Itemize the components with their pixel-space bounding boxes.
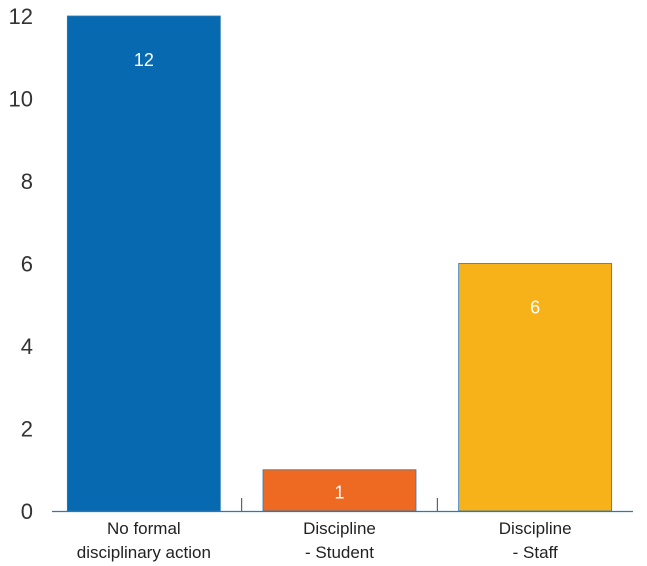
y-tick-label: 2 bbox=[21, 417, 33, 442]
bar bbox=[262, 469, 417, 512]
bar bbox=[66, 15, 221, 512]
x-category-label-line: Discipline bbox=[303, 519, 376, 538]
x-axis-category-labels: No formal disciplinary action Discipline - … bbox=[77, 519, 572, 562]
x-category-label-line: No formal bbox=[107, 519, 181, 538]
y-tick-label: 8 bbox=[21, 169, 33, 194]
y-tick-label: 4 bbox=[21, 334, 33, 359]
x-category-label: Discipline - Student bbox=[303, 519, 376, 562]
y-tick-label: 12 bbox=[9, 4, 33, 29]
bar-value-label: 6 bbox=[530, 298, 540, 318]
bar bbox=[458, 263, 613, 512]
x-category-label-line: - Student bbox=[305, 543, 374, 562]
bar-value-label: 12 bbox=[134, 50, 154, 70]
bars bbox=[66, 15, 613, 512]
y-tick-label: 10 bbox=[9, 87, 33, 112]
x-category-label: Discipline - Staff bbox=[499, 519, 572, 562]
x-category-label-line: disciplinary action bbox=[77, 543, 211, 562]
x-category-label-line: - Staff bbox=[513, 543, 558, 562]
x-category-label-line: Discipline bbox=[499, 519, 572, 538]
x-axis bbox=[52, 498, 633, 513]
y-tick-label: 0 bbox=[21, 499, 33, 524]
x-category-label: No formal disciplinary action bbox=[77, 519, 211, 562]
y-tick-label: 6 bbox=[21, 252, 33, 277]
data-labels: 12 1 6 bbox=[134, 50, 540, 502]
y-axis-ticks: 0 2 4 6 8 10 12 bbox=[9, 4, 33, 524]
bar-value-label: 1 bbox=[334, 482, 344, 502]
